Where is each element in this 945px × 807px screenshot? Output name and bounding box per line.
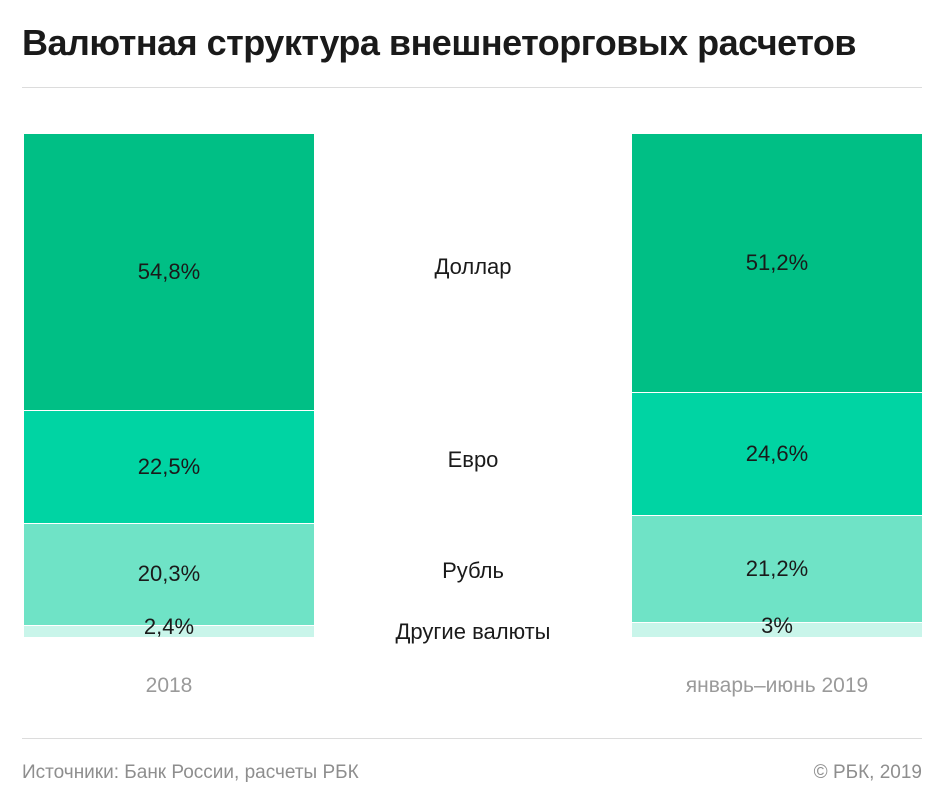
bar-segment-euro: 22,5% [24, 409, 314, 523]
data-label-ruble: 20,3% [137, 561, 201, 587]
series-label-dollar: Доллар [434, 254, 512, 280]
data-label-other: 2,4% [143, 614, 195, 640]
period-label-2018: 2018 [145, 674, 193, 697]
bar-segment-dollar: 54,8% [24, 134, 314, 410]
copyright-note: © РБК, 2019 [813, 762, 922, 783]
data-label-euro: 22,5% [137, 453, 201, 479]
source-note: Источники: Банк России, расчеты РБК [22, 762, 359, 783]
series-label-other: Другие валюты [395, 619, 551, 645]
data-label-dollar: 54,8% [137, 258, 201, 284]
bottom-divider [22, 738, 922, 739]
top-divider [22, 87, 922, 88]
bar-2018: 54,8% 22,5% 20,3% 2,4% [24, 134, 314, 639]
data-label-euro: 24,6% [745, 440, 809, 466]
bar-segment-euro: 24,6% [632, 391, 922, 516]
series-label-ruble: Рубль [442, 558, 504, 584]
series-label-euro: Евро [447, 446, 499, 472]
bar-segment-dollar: 51,2% [632, 134, 922, 392]
bar-segment-ruble: 20,3% [24, 522, 314, 625]
bar-segment-other: 3% [632, 613, 922, 638]
data-label-ruble: 21,2% [745, 556, 809, 582]
bar-segment-other: 2,4% [24, 614, 314, 639]
period-label-2019: январь–июнь 2019 [685, 674, 869, 697]
bar-segment-ruble: 21,2% [632, 515, 922, 622]
bar-2019-h1: 51,2% 24,6% 21,2% 3% [632, 134, 922, 638]
data-label-other: 3% [761, 612, 793, 638]
chart-title: Валютная структура внешнеторговых расчет… [22, 22, 857, 63]
data-label-dollar: 51,2% [745, 249, 809, 275]
